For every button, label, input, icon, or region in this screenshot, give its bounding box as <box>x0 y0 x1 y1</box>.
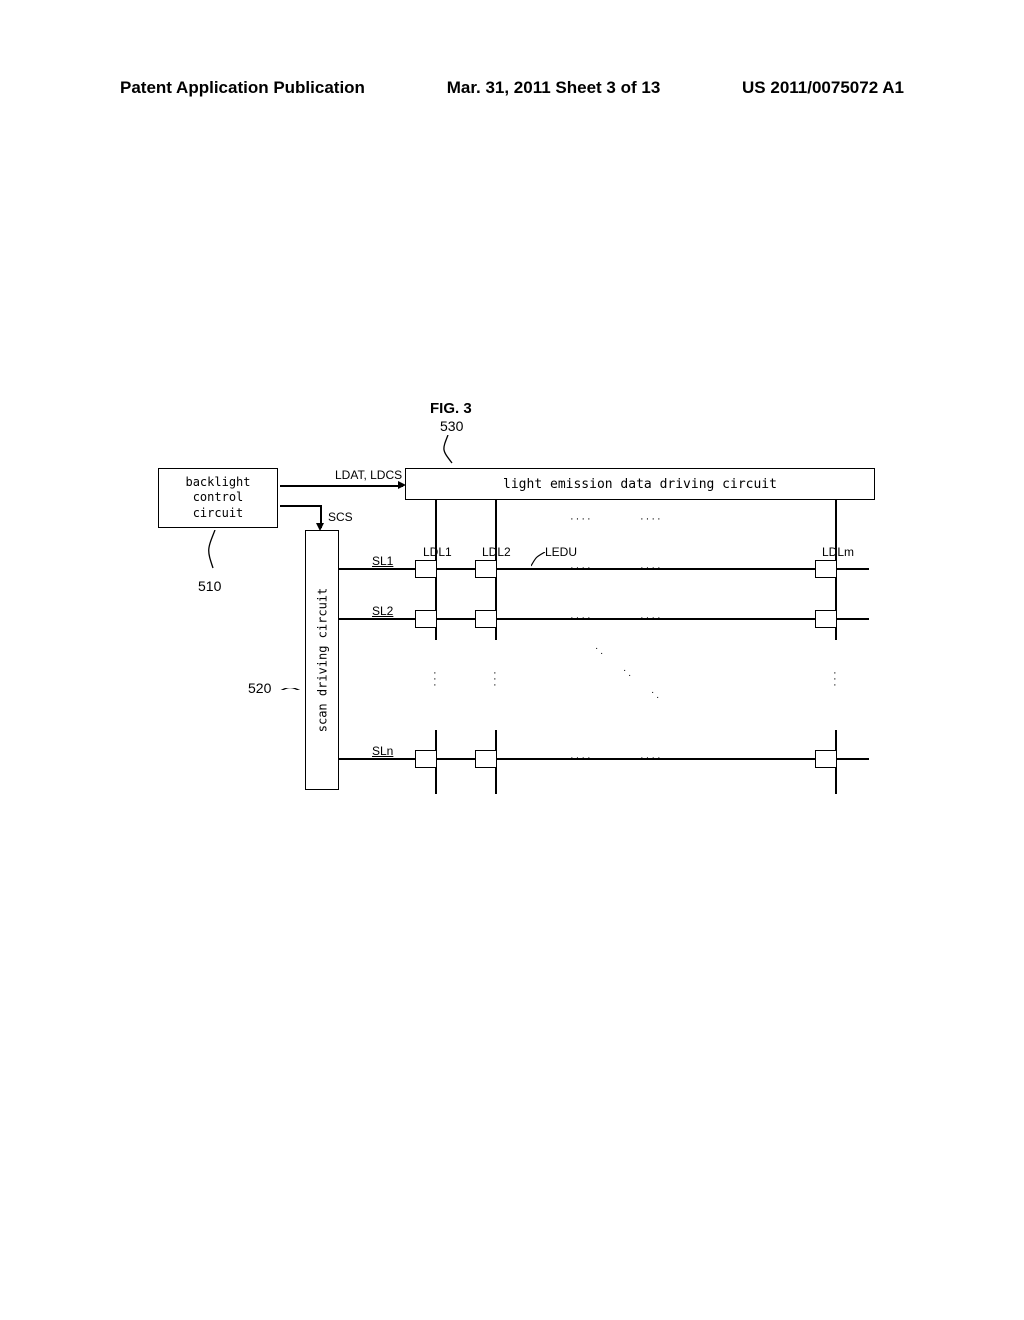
hdots: ···· <box>570 562 593 574</box>
led-unit <box>815 560 837 578</box>
hdots: ···· <box>640 752 663 764</box>
ref-num-530: 530 <box>440 418 463 434</box>
led-unit <box>415 610 437 628</box>
led-unit <box>475 560 497 578</box>
leader-line-530 <box>440 435 460 465</box>
diag-dots: · <box>651 689 654 696</box>
leader-line-510 <box>205 530 225 570</box>
line-scs-h <box>280 505 322 507</box>
scan-driver: scan driving circuit <box>305 530 339 790</box>
vdots: ··· <box>833 670 837 688</box>
header-right: US 2011/0075072 A1 <box>742 78 904 98</box>
led-unit <box>815 610 837 628</box>
hdots: ···· <box>570 612 593 624</box>
ref-num-510: 510 <box>198 578 221 594</box>
line-ldat <box>280 485 403 487</box>
label-ldl1: LDL1 <box>423 545 452 559</box>
figure-title: FIG. 3 <box>430 400 472 417</box>
led-unit <box>415 560 437 578</box>
light-emission-data-driver: light emission data driving circuit <box>405 468 875 500</box>
signal-ldat-ldcs: LDAT, LDCS <box>335 468 402 482</box>
leader-ledu <box>531 552 546 567</box>
header-center: Mar. 31, 2011 Sheet 3 of 13 <box>447 78 661 98</box>
hdots: ···· <box>640 612 663 624</box>
vdots: ··· <box>493 670 497 688</box>
diag-dots: · <box>600 650 603 657</box>
dots-top-1: ···· <box>570 513 593 525</box>
leader-line-520 <box>278 688 303 690</box>
arrow-scs <box>316 523 324 531</box>
diag-dots: · <box>628 672 631 679</box>
diag-dots: · <box>656 694 659 701</box>
signal-scs: SCS <box>328 510 353 524</box>
scan-driver-label: scan driving circuit <box>315 588 329 733</box>
diag-dots: · <box>623 667 626 674</box>
backlight-label: backlight control circuit <box>185 475 250 522</box>
arrow-ldat <box>398 481 406 489</box>
vdots: ··· <box>433 670 437 688</box>
led-unit <box>475 750 497 768</box>
label-sl1: SL1 <box>372 554 393 568</box>
led-unit <box>415 750 437 768</box>
label-ldlm: LDLm <box>822 545 854 559</box>
hdots: ···· <box>570 752 593 764</box>
led-unit <box>475 610 497 628</box>
label-ledu: LEDU <box>545 545 577 559</box>
ref-num-520: 520 <box>248 680 271 696</box>
hdots: ···· <box>640 562 663 574</box>
backlight-control-circuit: backlight control circuit <box>158 468 278 528</box>
label-sln: SLn <box>372 744 393 758</box>
dots-top-2: ···· <box>640 513 663 525</box>
label-sl2: SL2 <box>372 604 393 618</box>
led-unit <box>815 750 837 768</box>
header-left: Patent Application Publication <box>120 78 365 98</box>
diag-dots: · <box>595 645 598 652</box>
data-driver-label: light emission data driving circuit <box>503 477 777 492</box>
figure-3: FIG. 3 530 backlight control circuit 510… <box>140 400 890 820</box>
